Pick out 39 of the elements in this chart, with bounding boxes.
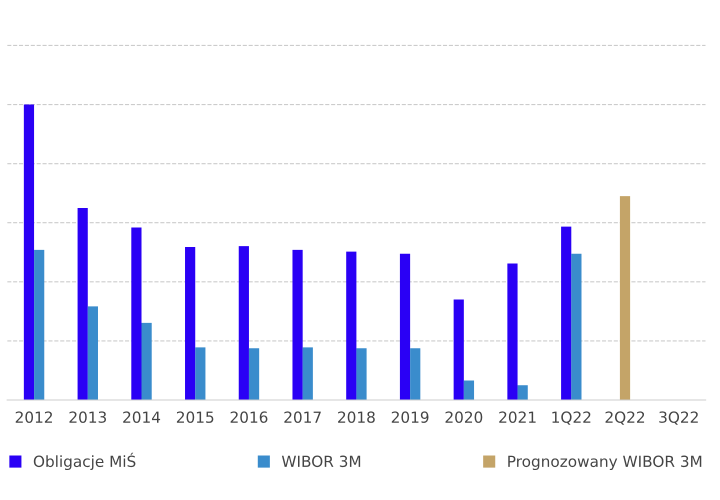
bar [292, 250, 303, 400]
bar [561, 226, 572, 400]
x-tick-label: 3Q22 [659, 411, 698, 425]
x-tick-label: 2018 [338, 411, 375, 423]
bar [454, 300, 464, 400]
legend-label: WIBOR 3M [282, 456, 360, 468]
bar [464, 380, 474, 400]
legend-label: Prognozowany WIBOR 3M [508, 456, 702, 470]
bar [78, 208, 88, 400]
bar [131, 227, 142, 400]
x-tick-label: 2013 [69, 411, 106, 423]
bar [346, 252, 356, 400]
bar [571, 254, 582, 400]
bar [195, 347, 206, 400]
x-tick-label: 2021 [499, 411, 536, 423]
x-tick-label: 2015 [176, 411, 214, 423]
bar [410, 348, 420, 400]
legend-label: Obligacje MiŚ [34, 452, 136, 470]
bar [88, 306, 98, 400]
x-tick-label: 2017 [284, 411, 321, 423]
bar [185, 246, 196, 400]
bar [518, 385, 528, 400]
x-tick-label: 2012 [16, 411, 52, 423]
x-tick-label: 2Q22 [606, 411, 644, 425]
bar [142, 322, 152, 400]
bar [248, 348, 260, 400]
x-tick-label: 2019 [392, 411, 428, 423]
bar [302, 347, 313, 400]
bar [238, 246, 249, 400]
bar [400, 254, 410, 400]
x-tick-label: 2020 [446, 411, 482, 423]
bar [24, 104, 34, 400]
bar [620, 196, 630, 400]
x-tick-label: 1Q22 [552, 411, 590, 425]
x-tick-label: 2014 [123, 411, 160, 423]
x-tick-label: 2016 [230, 411, 268, 423]
bar [34, 250, 44, 400]
bar [356, 348, 367, 400]
bar [507, 264, 518, 400]
